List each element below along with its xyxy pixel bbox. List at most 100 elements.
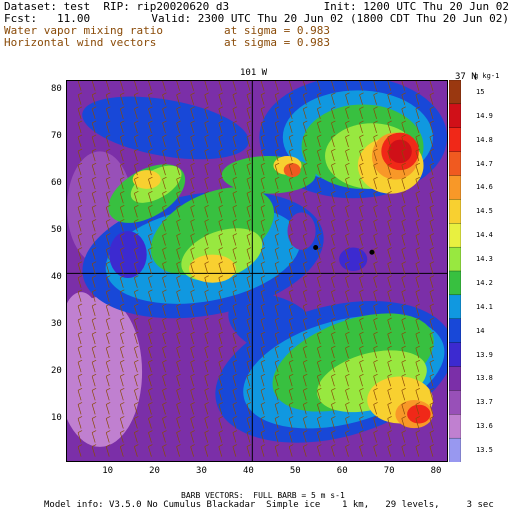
wind-barb: [162, 317, 167, 331]
wind-barb: [218, 388, 223, 401]
wind-barb: [302, 247, 308, 260]
wind-barb: [246, 205, 252, 218]
wind-barb: [190, 205, 195, 218]
wind-barb: [91, 388, 97, 401]
wind-barb: [274, 176, 280, 190]
wind-barb: [176, 430, 181, 443]
wind-barb: [190, 303, 195, 316]
wind-barb: [119, 233, 125, 246]
moisture-contour: [188, 254, 236, 283]
wind-barb: [232, 148, 238, 162]
wind-barb: [218, 247, 223, 260]
wind-barb: [373, 106, 378, 119]
moisture-contour: [109, 231, 147, 279]
moisture-contour: [339, 247, 368, 271]
wind-barb: [105, 359, 111, 373]
wind-barb: [176, 233, 181, 246]
wind-barb: [359, 345, 364, 359]
wind-barb: [302, 81, 307, 91]
wind-barb: [246, 233, 252, 246]
colorbar-swatch: [449, 270, 461, 296]
wind-barb: [204, 233, 209, 246]
wind-barb: [274, 205, 280, 218]
wind-barb: [274, 430, 280, 443]
wind-barb: [77, 190, 83, 204]
wind-barb: [345, 345, 350, 359]
wind-barb: [415, 317, 421, 331]
wind-barb: [331, 190, 336, 204]
wind-barb: [91, 106, 97, 119]
colorbar-swatch: [449, 342, 461, 368]
wind-barb: [345, 176, 350, 190]
wind-barb: [134, 162, 139, 176]
wind-barb: [401, 247, 406, 260]
wind-barb: [387, 106, 392, 119]
wind-barb: [288, 275, 294, 288]
wind-barb: [162, 247, 167, 260]
wind-barb: [316, 205, 322, 218]
wind-barb: [105, 205, 111, 218]
wind-barb: [91, 219, 97, 232]
wind-barb: [274, 331, 280, 345]
wind-barb: [373, 162, 378, 176]
wind-barb: [246, 134, 252, 148]
wind-barb: [373, 219, 378, 232]
wind-barb: [359, 233, 364, 246]
wind-barb: [162, 416, 167, 429]
wind-barb: [105, 162, 111, 176]
wind-barb: [162, 190, 167, 204]
wind-barb: [387, 331, 392, 345]
wind-barb: [274, 444, 280, 457]
wind-barb: [105, 430, 111, 443]
wind-barb: [415, 148, 421, 162]
wind-barb: [91, 359, 97, 373]
wind-barb: [302, 289, 308, 302]
wind-barb: [373, 275, 378, 288]
wind-barb: [387, 388, 392, 401]
wind-barb: [218, 345, 223, 359]
wind-barb: [204, 388, 209, 401]
wind-barb: [77, 92, 83, 105]
wind-barb: [246, 402, 252, 415]
wind-barb: [246, 162, 252, 176]
wind-barb: [359, 148, 364, 162]
wind-barb: [204, 247, 209, 260]
wind-barb: [429, 331, 435, 345]
wind-barb: [119, 190, 125, 204]
wind-barb: [204, 416, 209, 429]
wind-barb: [302, 359, 308, 373]
wind-barb: [316, 388, 322, 401]
wind-barb: [359, 444, 364, 457]
wind-barb: [218, 176, 223, 190]
wind-barb: [274, 289, 280, 302]
wind-barb: [331, 106, 336, 119]
wind-barb: [274, 359, 280, 373]
wind-barb: [429, 373, 435, 387]
wind-barb: [288, 219, 294, 232]
wind-barb: [190, 402, 195, 415]
wind-barb: [429, 92, 435, 105]
wind-barb: [260, 134, 266, 148]
wind-barb: [232, 373, 238, 387]
wind-barb: [345, 402, 350, 415]
wind-barb: [331, 205, 336, 218]
wind-barb: [232, 275, 238, 288]
wind-barb: [232, 120, 238, 134]
wind-barb: [218, 289, 223, 302]
wind-barb: [274, 416, 280, 429]
wind-barb: [345, 261, 350, 274]
wind-barb: [415, 444, 421, 457]
wind-barb: [387, 359, 392, 373]
wind-barb: [176, 359, 181, 373]
wind-barb: [162, 430, 167, 443]
wind-barb: [415, 205, 421, 218]
valid-time-label: Valid: 2300 UTC Thu 20 Jun 02 (1800 CDT …: [151, 12, 509, 25]
wind-barb: [204, 162, 209, 176]
y-tick-label: 30: [51, 318, 62, 329]
colorbar-swatch: [449, 390, 461, 415]
wind-barb: [176, 289, 181, 302]
y-tick-label: 50: [51, 225, 62, 236]
wind-barb: [316, 134, 322, 148]
map-plot: [66, 80, 448, 462]
wind-barb: [345, 134, 350, 148]
